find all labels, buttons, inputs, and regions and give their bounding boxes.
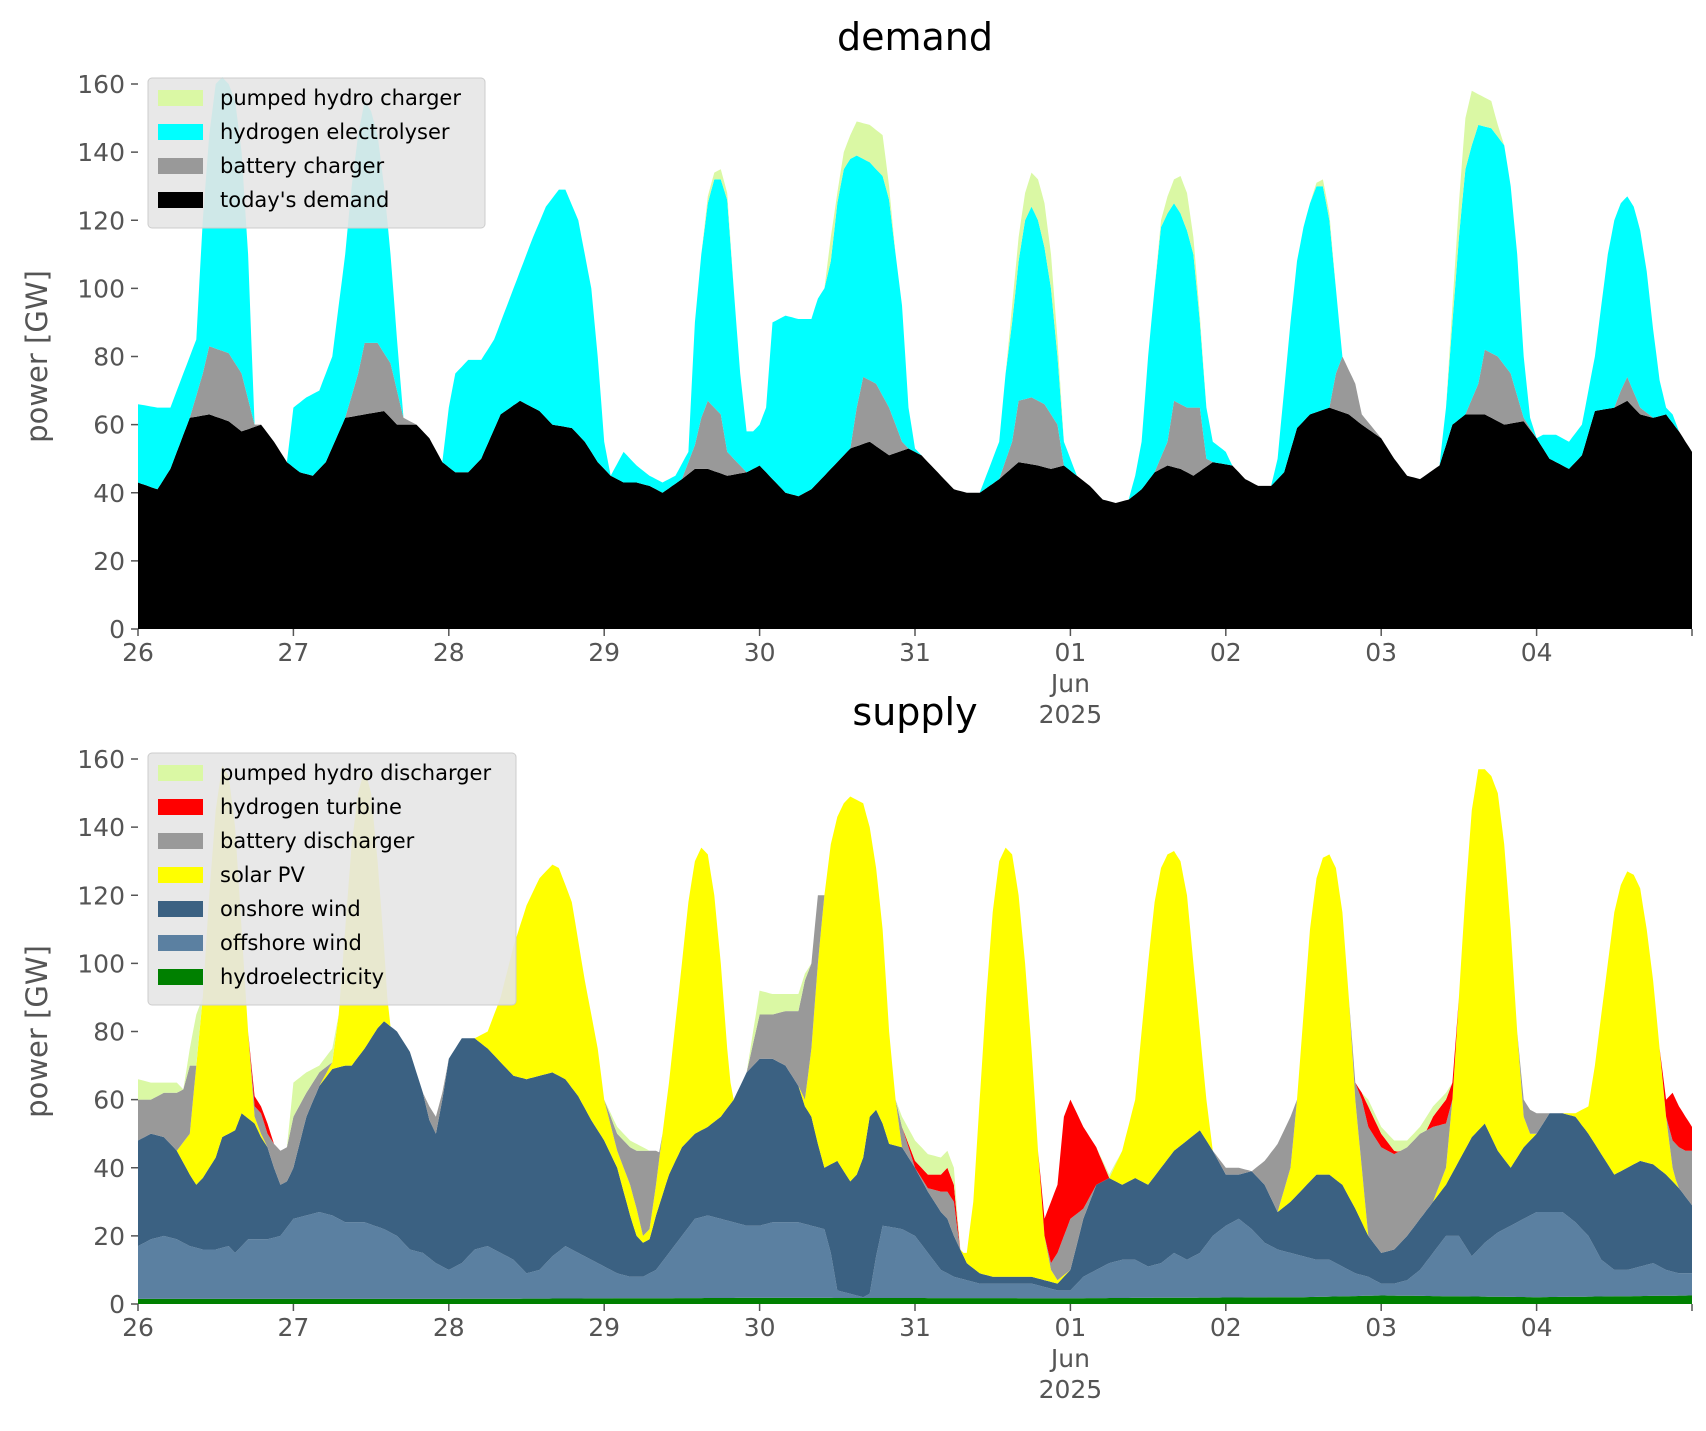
x-tick-label: 30 bbox=[744, 1313, 776, 1342]
x-tick-label: 31 bbox=[899, 1313, 931, 1342]
legend-swatch-today-s-demand bbox=[158, 192, 203, 208]
x-tick-label: 04 bbox=[1521, 638, 1553, 667]
x-tick-label: 02 bbox=[1210, 638, 1242, 667]
x-tick-label: 26 bbox=[122, 638, 154, 667]
area-offshore-wind bbox=[138, 1212, 1692, 1299]
legend-swatch-hydrogen-electrolyser bbox=[158, 124, 203, 140]
legend-swatch-pumped-hydro-discharger bbox=[158, 765, 203, 781]
legend-label-solar-pv: solar PV bbox=[220, 863, 305, 887]
y-tick-label: 20 bbox=[93, 547, 125, 576]
x-tick-label: 2025 bbox=[1039, 700, 1103, 729]
y-tick-label: 160 bbox=[77, 70, 125, 99]
x-tick-label: 01 bbox=[1054, 1313, 1086, 1342]
x-tick-label: 27 bbox=[277, 1313, 309, 1342]
area-hydroelectricity bbox=[138, 1295, 1692, 1304]
x-tick-label: 29 bbox=[588, 638, 620, 667]
y-axis: 0 20 40 60 80 100 120 140 160 bbox=[77, 745, 138, 1319]
area-solar-pv bbox=[138, 765, 1692, 1284]
legend-label-pumped-hydro-charger: pumped hydro charger bbox=[220, 86, 461, 110]
legend-label-battery-discharger: battery discharger bbox=[220, 829, 415, 853]
legend: pumped hydro charger hydrogen electrolyse… bbox=[147, 77, 486, 229]
y-tick-label: 60 bbox=[93, 1086, 125, 1115]
y-tick-label: 80 bbox=[93, 343, 125, 372]
y-tick-label: 120 bbox=[77, 206, 125, 235]
legend-label-hydroelectricity: hydroelectricity bbox=[220, 965, 384, 989]
x-tick-label: 29 bbox=[588, 1313, 620, 1342]
legend-label-today-s-demand: today's demand bbox=[220, 188, 389, 212]
x-tick-label: 2025 bbox=[1039, 1375, 1103, 1404]
y-axis-label: power [GW] bbox=[20, 270, 54, 443]
area-today-s-demand bbox=[138, 400, 1692, 629]
y-tick-label: 80 bbox=[93, 1018, 125, 1047]
x-tick-label: 04 bbox=[1521, 1313, 1553, 1342]
y-tick-label: 140 bbox=[77, 813, 125, 842]
legend-swatch-battery-charger bbox=[158, 158, 203, 174]
legend-swatch-battery-discharger bbox=[158, 833, 203, 849]
area-pumped-hydro-discharger bbox=[138, 765, 1692, 1253]
x-tick-label: 28 bbox=[433, 638, 465, 667]
legend-label-hydrogen-electrolyser: hydrogen electrolyser bbox=[220, 120, 450, 144]
legend-swatch-hydroelectricity bbox=[158, 969, 203, 985]
legend-swatch-offshore-wind bbox=[158, 935, 203, 951]
y-tick-label: 60 bbox=[93, 411, 125, 440]
y-tick-label: 40 bbox=[93, 1154, 125, 1183]
y-tick-label: 120 bbox=[77, 881, 125, 910]
legend-frame bbox=[147, 752, 517, 1006]
legend: pumped hydro discharger hydrogen turbine b… bbox=[147, 752, 517, 1006]
legend-label-battery-charger: battery charger bbox=[220, 154, 385, 178]
legend-swatch-solar-pv bbox=[158, 867, 203, 883]
y-axis: 0 20 40 60 80 100 120 140 160 bbox=[77, 70, 138, 644]
legend-label-hydrogen-turbine: hydrogen turbine bbox=[220, 795, 402, 819]
legend-label-onshore-wind: onshore wind bbox=[220, 897, 361, 921]
x-tick-label: Jun bbox=[1049, 1344, 1090, 1373]
area-series-group bbox=[138, 77, 1692, 629]
y-tick-label: 40 bbox=[93, 479, 125, 508]
y-axis-label: power [GW] bbox=[20, 945, 54, 1118]
area-series-group bbox=[138, 765, 1692, 1304]
x-tick-label: 30 bbox=[744, 638, 776, 667]
y-tick-label: 140 bbox=[77, 138, 125, 167]
x-tick-label: 03 bbox=[1365, 1313, 1397, 1342]
x-tick-label: Jun bbox=[1049, 669, 1090, 698]
y-tick-label: 20 bbox=[93, 1222, 125, 1251]
legend-frame bbox=[147, 77, 486, 229]
x-tick-label: 03 bbox=[1365, 638, 1397, 667]
x-tick-label: 27 bbox=[277, 638, 309, 667]
x-tick-label: 01 bbox=[1054, 638, 1086, 667]
y-tick-label: 160 bbox=[77, 745, 125, 774]
chart-title: supply bbox=[852, 690, 977, 734]
legend-label-offshore-wind: offshore wind bbox=[220, 931, 362, 955]
x-tick-label: 31 bbox=[899, 638, 931, 667]
area-hydrogen-electrolyser bbox=[138, 77, 1692, 503]
y-tick-label: 100 bbox=[77, 274, 125, 303]
area-onshore-wind bbox=[138, 1021, 1692, 1298]
legend-swatch-pumped-hydro-charger bbox=[158, 90, 203, 106]
legend-swatch-onshore-wind bbox=[158, 901, 203, 917]
y-tick-label: 0 bbox=[109, 1290, 125, 1319]
legend-swatch-hydrogen-turbine bbox=[158, 799, 203, 815]
x-tick-label: 28 bbox=[433, 1313, 465, 1342]
x-tick-label: 02 bbox=[1210, 1313, 1242, 1342]
y-tick-label: 100 bbox=[77, 949, 125, 978]
x-tick-label: 26 bbox=[122, 1313, 154, 1342]
legend-label-pumped-hydro-discharger: pumped hydro discharger bbox=[220, 761, 491, 785]
area-hydrogen-turbine bbox=[138, 765, 1692, 1264]
y-tick-label: 0 bbox=[109, 615, 125, 644]
chart-title: demand bbox=[837, 15, 993, 59]
